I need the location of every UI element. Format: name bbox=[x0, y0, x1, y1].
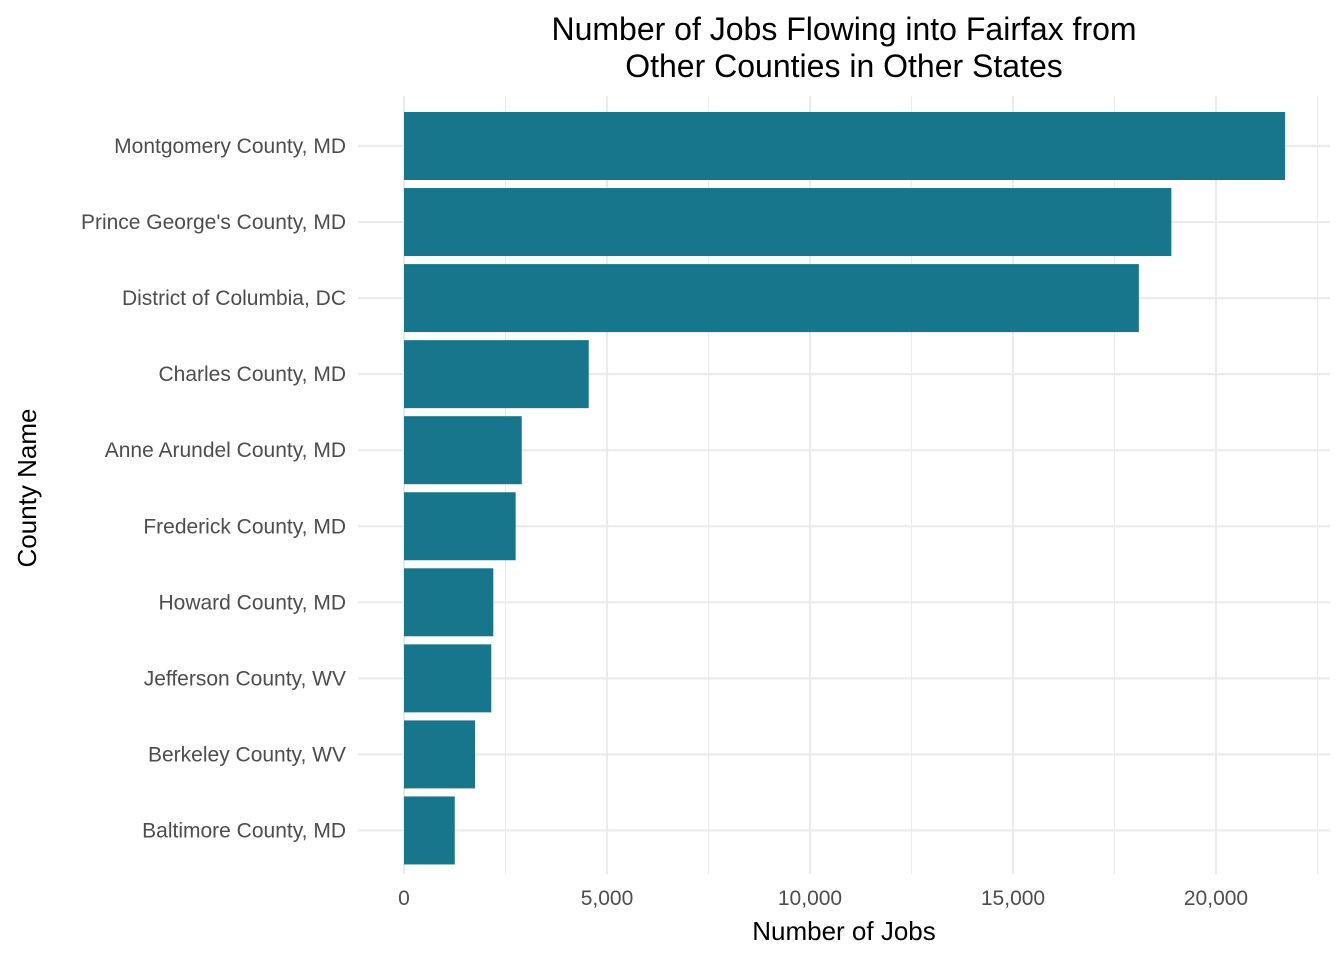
bar bbox=[404, 188, 1172, 257]
y-tick-label: District of Columbia, DC bbox=[122, 287, 346, 310]
x-axis-tick-labels: 0 5,000 10,000 15,000 20,000 bbox=[398, 887, 1248, 910]
y-axis-title: County Name bbox=[12, 409, 42, 568]
y-tick-label: Baltimore County, MD bbox=[142, 819, 346, 842]
y-tick-label: Anne Arundel County, MD bbox=[105, 439, 346, 462]
x-tick-label: 20,000 bbox=[1184, 887, 1248, 910]
x-tick-label: 5,000 bbox=[581, 887, 634, 910]
bar bbox=[404, 720, 476, 789]
bar bbox=[404, 644, 492, 713]
bar bbox=[404, 568, 494, 637]
bar bbox=[404, 112, 1286, 180]
chart-title-line-2: Other Counties in Other States bbox=[625, 48, 1063, 84]
bar bbox=[404, 492, 516, 561]
bar bbox=[404, 264, 1139, 333]
y-tick-label: Montgomery County, MD bbox=[114, 135, 346, 158]
y-tick-label: Berkeley County, WV bbox=[148, 743, 346, 766]
x-tick-label: 0 bbox=[398, 887, 410, 910]
y-tick-label: Frederick County, MD bbox=[143, 515, 346, 538]
bars bbox=[404, 112, 1286, 865]
bar bbox=[404, 340, 589, 409]
y-tick-label: Prince George's County, MD bbox=[81, 211, 346, 234]
bar bbox=[404, 416, 522, 485]
chart-title-line-1: Number of Jobs Flowing into Fairfax from bbox=[551, 11, 1136, 47]
x-axis-title: Number of Jobs bbox=[752, 916, 936, 946]
y-tick-label: Charles County, MD bbox=[158, 363, 346, 386]
y-tick-label: Jefferson County, WV bbox=[144, 667, 346, 690]
x-tick-label: 15,000 bbox=[981, 887, 1045, 910]
y-axis-tick-labels: Montgomery County, MD Prince George's Cou… bbox=[81, 135, 346, 842]
x-tick-label: 10,000 bbox=[778, 887, 842, 910]
bar bbox=[404, 796, 455, 865]
y-tick-label: Howard County, MD bbox=[158, 591, 346, 614]
